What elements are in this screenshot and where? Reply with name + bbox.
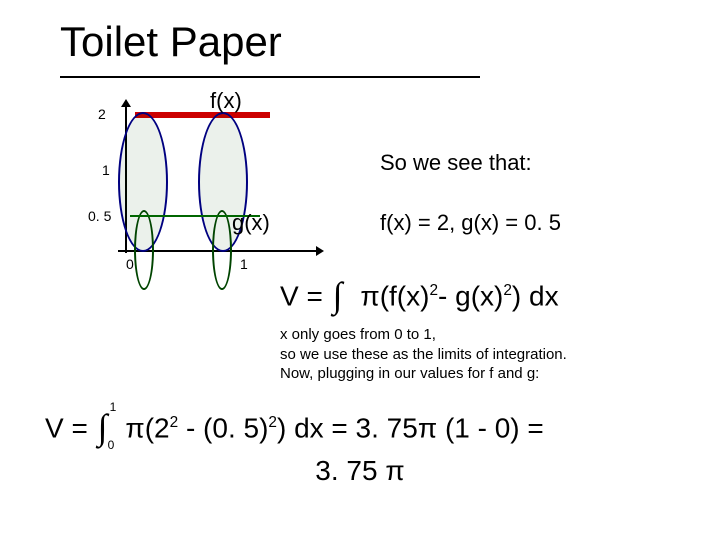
integral-glyph-icon: ∫ (98, 406, 108, 448)
note-line-1: x only goes from 0 to 1, (280, 325, 567, 345)
ellipse-inner-right (212, 210, 232, 290)
f1-exp1: 2 (429, 282, 438, 299)
f1-open: (f(x) (380, 280, 430, 311)
f2-lhs: V = (45, 412, 96, 443)
title-block: Toilet Paper (60, 18, 660, 68)
f2-open: (2 (145, 412, 170, 443)
title-underline (60, 76, 480, 78)
volume-formula-evaluated: V = 1 ∫ 0 π(22 - (0. 5)2) dx = 3. 75π (1… (45, 410, 685, 450)
integral-symbol-1: ∫ (331, 278, 353, 318)
diagram: 2 1 0. 5 0 1 (90, 100, 320, 280)
f1-close: ) dx (512, 280, 559, 311)
f2-mid: - (0. 5) (178, 412, 268, 443)
note-line-3: Now, plugging in our values for f and g: (280, 364, 567, 384)
f2-pi: π (125, 412, 144, 443)
f2-paren: (1 - 0) = (437, 412, 544, 443)
integral-lower-bound: 0 (108, 438, 115, 452)
f2-pi2: π (418, 412, 437, 443)
integral-glyph-icon: ∫ (333, 274, 343, 316)
f2-exp1: 2 (170, 414, 179, 431)
integration-note: x only goes from 0 to 1, so we use these… (280, 325, 567, 384)
tick-y-2: 2 (98, 106, 106, 122)
f1-lhs: V = (280, 280, 331, 311)
gx-label: g(x) (232, 210, 270, 236)
fx-gx-values: f(x) = 2, g(x) = 0. 5 (380, 210, 561, 236)
f2-exp2: 2 (268, 414, 277, 431)
tick-y-05: 0. 5 (88, 208, 111, 224)
volume-result: 3. 75 π (0, 455, 720, 487)
integral-upper-bound: 1 (110, 400, 117, 414)
so-we-see-text: So we see that: (380, 150, 532, 176)
note-line-2: so we use these as the limits of integra… (280, 345, 567, 365)
f2b-pi: π (385, 455, 404, 486)
f1-mid: - g(x) (438, 280, 503, 311)
tick-x-1: 1 (240, 256, 248, 272)
f1-pi: π (360, 280, 379, 311)
volume-formula-general: V = ∫ π(f(x)2- g(x)2) dx (280, 278, 559, 318)
tick-x-0: 0 (126, 256, 134, 272)
tick-y-1: 1 (102, 162, 110, 178)
fx-label: f(x) (210, 88, 242, 114)
f2b-val: 3. 75 (315, 455, 385, 486)
f2-close: ) dx = 3. 75 (277, 412, 418, 443)
fx-bar (135, 112, 270, 118)
integral-symbol-2: 1 ∫ 0 (96, 410, 118, 450)
ellipse-inner-left (134, 210, 154, 290)
page-title: Toilet Paper (60, 18, 660, 68)
f1-exp2: 2 (503, 282, 512, 299)
